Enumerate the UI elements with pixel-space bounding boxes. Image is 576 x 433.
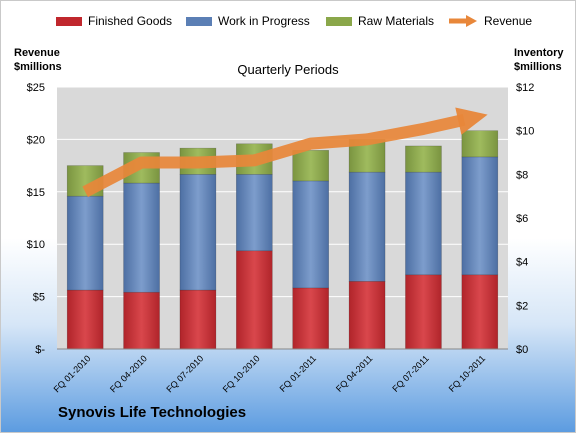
legend-swatch-raw-materials [326,16,352,26]
bar-raw-materials [461,130,499,158]
x-axis-tick-label: FQ 04-2011 [334,353,375,394]
bar-work-in-progress [292,180,329,289]
right-axis-tick-label: $8 [516,169,528,181]
x-axis-tick-label: FQ 04-2010 [108,353,149,394]
left-axis-tick-label: $10 [27,239,45,251]
x-axis-tick-label: FQ 10-2011 [447,353,488,394]
bar-finished-goods [405,274,442,350]
bar-finished-goods [292,287,329,350]
legend-swatch-work-in-progress [186,16,212,26]
left-axis-tick-label: $15 [27,187,45,199]
x-axis-tick-label: FQ 07-2010 [164,353,205,394]
legend-arrow-revenue-icon [449,15,477,27]
bar-finished-goods [348,281,386,350]
left-axis-tick-label: $20 [27,134,45,146]
legend-label-raw-materials: Raw Materials [358,14,435,28]
revenue-line [82,113,466,198]
right-axis-tick-label: $0 [516,344,528,356]
bar-finished-goods [66,289,104,350]
bar-finished-goods [461,274,499,350]
bar-finished-goods [123,291,160,350]
company-name: Synovis Life Technologies [58,404,247,421]
right-axis-title-line1: Inventory [514,47,564,59]
legend-item-work-in-progress: Work in Progress [186,14,310,28]
x-axis-tick-label: FQ 10-2010 [221,353,262,394]
bar-finished-goods [179,289,217,350]
bar-work-in-progress [236,174,273,252]
bar-raw-materials [405,145,442,173]
right-axis-tick-label: $6 [516,213,528,225]
legend-label-work-in-progress: Work in Progress [218,14,310,28]
left-axis-tick-label: $- [35,344,45,356]
bar-raw-materials [292,150,329,182]
revenue-arrowhead [455,107,488,135]
right-axis-tick-label: $4 [516,257,528,269]
bar-work-in-progress [348,171,386,282]
bar-work-in-progress [66,195,104,291]
right-axis-title: Inventory $millions [514,46,564,74]
bar-work-in-progress [461,156,499,276]
left-axis-title-line2: $millions [14,61,62,73]
bar-work-in-progress [405,171,442,276]
bar-finished-goods [236,250,273,350]
x-axis-tick-label: FQ 07-2011 [390,353,431,394]
left-axis-title-line1: Revenue [14,47,60,59]
right-axis-tick-label: $10 [516,126,534,138]
right-axis-tick-label: $2 [516,300,528,312]
legend-item-raw-materials: Raw Materials [326,14,434,28]
legend-swatch-finished-goods [56,16,82,26]
bar-work-in-progress [179,174,217,291]
legend-label-finished-goods: Finished Goods [88,14,173,28]
chart-subtitle: Quarterly Periods [237,62,339,77]
left-axis-tick-label: $5 [33,292,45,304]
legend-item-revenue: Revenue [448,14,532,28]
left-axis-title: Revenue $millions [14,46,62,74]
x-axis-tick-label: FQ 01-2010 [52,353,93,394]
legend: Finished Goods Work in Progress Raw Mate… [0,14,576,34]
legend-item-finished-goods: Finished Goods [56,14,172,28]
left-axis-tick-label: $25 [27,82,45,94]
x-axis-tick-label: FQ 01-2011 [278,353,319,394]
right-axis-title-line2: $millions [514,61,562,73]
right-axis-tick-label: $12 [516,82,534,94]
bar-work-in-progress [123,182,160,293]
legend-label-revenue: Revenue [484,14,533,28]
